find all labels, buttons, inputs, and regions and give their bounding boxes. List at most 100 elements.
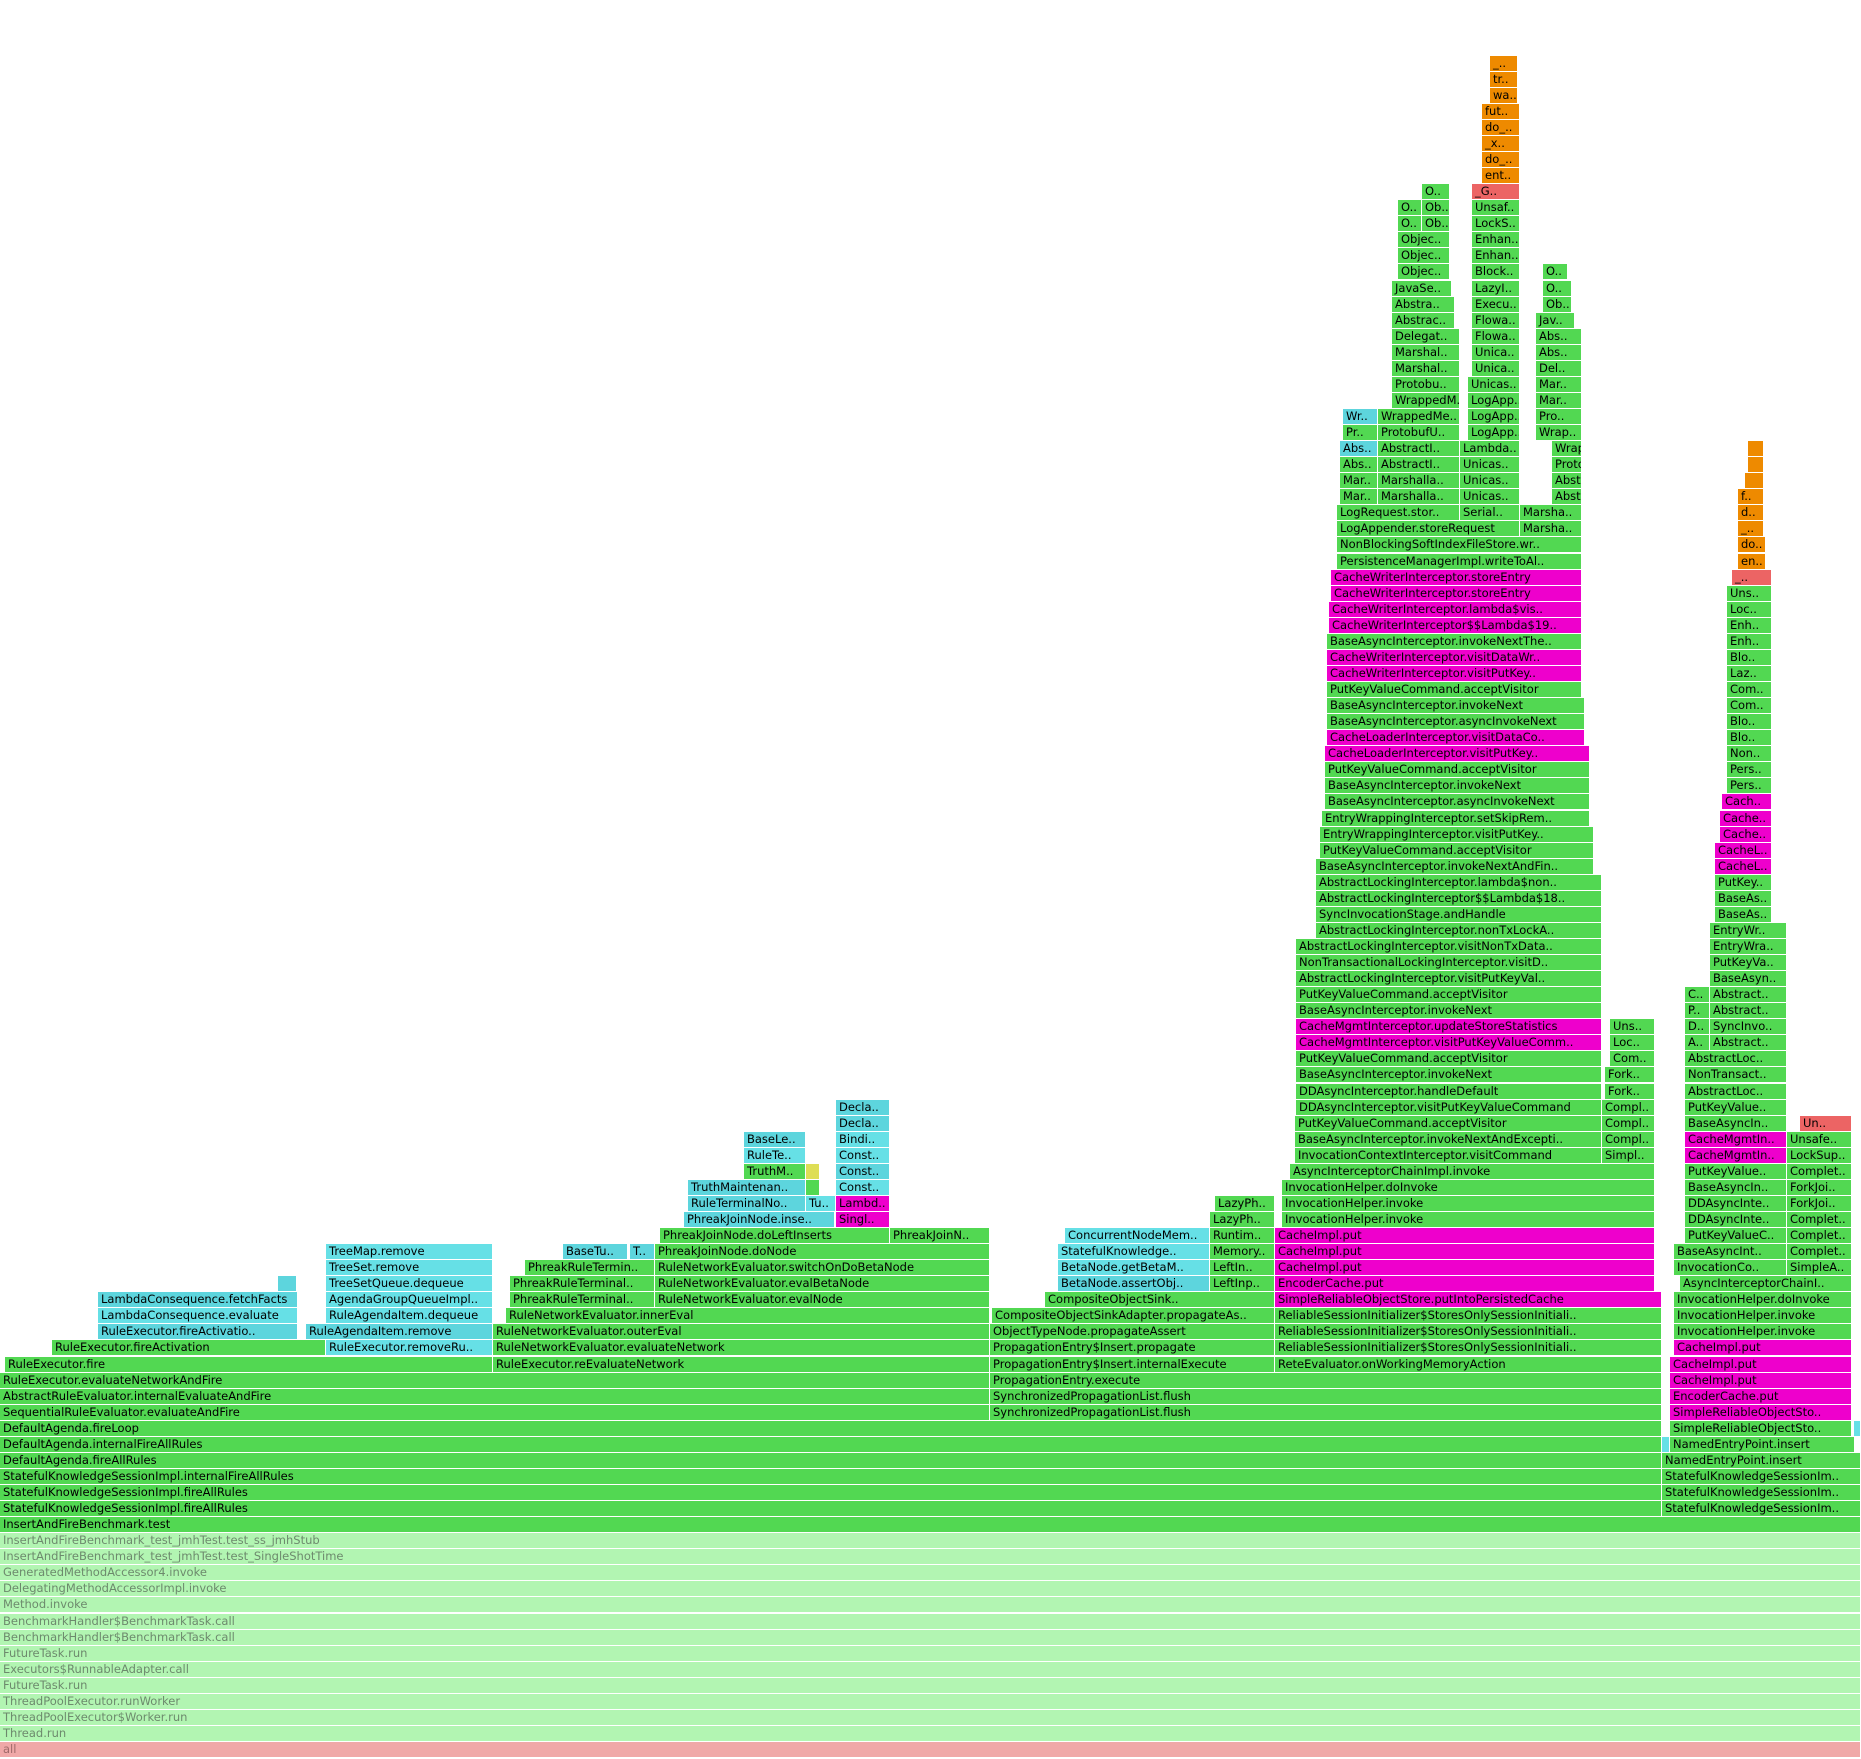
flame-frame[interactable]: RuleExecutor.fireActivatio.. (98, 1324, 298, 1340)
flame-frame[interactable]: PutKeyValueCommand.acceptVisitor (1295, 1115, 1602, 1131)
flame-frame[interactable]: Mar.. (1536, 392, 1582, 408)
flame-frame[interactable] (1854, 1420, 1861, 1436)
flame-frame[interactable]: Uns.. (1727, 585, 1772, 601)
flame-frame[interactable]: LambdaConsequence.fetchFacts (98, 1292, 298, 1308)
flame-frame[interactable]: PhreakJoinNode.inse.. (684, 1212, 835, 1227)
flame-frame[interactable]: TruthM.. (744, 1163, 806, 1179)
flame-frame[interactable]: GeneratedMethodAccessor4.invoke (0, 1565, 1861, 1581)
flame-frame[interactable]: ReliableSessionInitializer$StoresOnlySes… (1275, 1340, 1662, 1356)
flame-frame[interactable]: Enhan.. (1472, 248, 1520, 264)
flame-frame[interactable]: ForkJoi.. (1787, 1179, 1852, 1195)
flame-frame[interactable]: LazyI.. (1472, 280, 1520, 296)
flame-frame[interactable]: PutKeyValueCommand.acceptVisitor (1320, 842, 1594, 858)
flame-frame[interactable]: _G.. (1472, 184, 1520, 200)
flame-frame[interactable]: O.. (1543, 264, 1568, 280)
flame-frame[interactable] (1662, 1436, 1670, 1452)
flame-frame[interactable]: Const.. (836, 1147, 890, 1163)
flame-frame[interactable]: StatefulKnowledgeSessionIm.. (1662, 1501, 1861, 1516)
flame-frame[interactable] (806, 1179, 820, 1195)
flame-frame[interactable]: NonTransactionalLockingInterceptor.visit… (1296, 955, 1602, 970)
flame-frame[interactable]: InvocationHelper.doInvoke (1282, 1179, 1655, 1195)
flame-frame[interactable]: PutKeyValueCommand.acceptVisitor (1327, 682, 1582, 697)
flame-frame[interactable]: d.. (1738, 505, 1764, 521)
flame-frame[interactable]: CacheLoaderInterceptor.visitDataCo.. (1327, 730, 1585, 746)
flame-frame[interactable]: PutKeyValue.. (1685, 1163, 1787, 1179)
flame-frame[interactable]: Fork.. (1605, 1083, 1655, 1099)
flame-frame[interactable]: StatefulKnowledgeSessionImpl.internalFir… (0, 1468, 1662, 1484)
flame-frame[interactable]: wa.. (1490, 87, 1518, 103)
flame-frame[interactable]: AbstractLockingInterceptor$$Lambda$18.. (1316, 890, 1602, 906)
flame-frame[interactable]: Loc.. (1610, 1035, 1655, 1051)
flame-frame[interactable]: LeftInp.. (1210, 1276, 1275, 1292)
flame-frame[interactable]: O.. (1543, 280, 1572, 296)
flame-frame[interactable]: Blo.. (1727, 730, 1772, 746)
flame-frame[interactable]: Enh.. (1727, 617, 1772, 633)
flame-frame[interactable]: PutKeyValueC.. (1685, 1228, 1787, 1243)
flame-frame[interactable]: InvocationHelper.invoke (1282, 1212, 1655, 1227)
flame-frame[interactable]: Decla.. (836, 1115, 890, 1131)
flame-frame[interactable]: LogRequest.stor.. (1337, 505, 1460, 521)
flame-frame[interactable]: ObjectTypeNode.propagateAssert (990, 1324, 1275, 1340)
flame-frame[interactable]: NonBlockingSoftIndexFileStore.wr.. (1337, 537, 1582, 553)
flame-frame[interactable]: Abs.. (1536, 328, 1582, 344)
flame-frame[interactable]: WrappedMe.. (1378, 409, 1460, 424)
flame-frame[interactable]: CacheWriterInterceptor$$Lambda$19.. (1329, 617, 1582, 633)
flame-frame[interactable]: CacheMgmtIn.. (1685, 1131, 1787, 1147)
flame-frame[interactable]: FutureTask.run (0, 1677, 1861, 1693)
flame-frame[interactable]: CacheImpl.put (1670, 1356, 1852, 1372)
flame-frame[interactable]: BaseAs.. (1715, 890, 1772, 906)
flame-frame[interactable]: Pers.. (1727, 778, 1772, 794)
flame-frame[interactable]: InvocationCo.. (1674, 1260, 1787, 1276)
flame-frame[interactable]: CacheWriterInterceptor.visitPutKey.. (1327, 665, 1582, 681)
flame-frame[interactable]: Ob.. (1422, 216, 1450, 232)
flame-frame[interactable]: Executors$RunnableAdapter.call (0, 1661, 1861, 1677)
flame-frame[interactable]: LockSup.. (1787, 1147, 1852, 1163)
flame-frame[interactable]: AbstractLoc.. (1685, 1083, 1787, 1099)
flame-frame[interactable]: PhreakRuleTerminal.. (510, 1292, 655, 1308)
flame-frame[interactable]: TruthMaintenan.. (688, 1179, 806, 1195)
flame-frame[interactable]: Jav.. (1536, 312, 1575, 328)
flame-frame[interactable]: en.. (1738, 553, 1766, 569)
flame-frame[interactable]: ForkJoi.. (1787, 1195, 1852, 1211)
flame-frame[interactable]: CacheWriterInterceptor.storeEntry (1331, 569, 1582, 585)
flame-frame[interactable]: LazyPh.. (1215, 1195, 1275, 1211)
flame-frame[interactable]: Objec.. (1398, 264, 1450, 280)
flame-frame[interactable]: A.. (1685, 1035, 1710, 1051)
flame-frame[interactable]: Enh.. (1727, 633, 1772, 649)
flame-frame[interactable]: EncoderCache.put (1275, 1276, 1655, 1292)
flame-frame[interactable]: BetaNode.getBetaM.. (1058, 1260, 1210, 1276)
flame-frame[interactable]: StatefulKnowledgeSessionImpl.fireAllRule… (0, 1485, 1662, 1500)
flame-frame[interactable]: Unicas.. (1468, 376, 1520, 392)
flame-frame[interactable]: Compl.. (1602, 1115, 1655, 1131)
flame-frame[interactable]: DelegatingMethodAccessorImpl.invoke (0, 1581, 1861, 1597)
flame-frame[interactable]: RuleAgendaItem.dequeue (326, 1308, 493, 1324)
flame-frame[interactable]: DefaultAgenda.fireLoop (0, 1420, 1662, 1436)
flame-frame[interactable]: all (0, 1741, 1861, 1757)
flame-frame[interactable]: CacheMgmtInterceptor.visitPutKeyValueCom… (1296, 1035, 1602, 1051)
flame-frame[interactable]: NamedEntryPoint.insert (1670, 1436, 1855, 1452)
flame-frame[interactable]: _.. (1490, 55, 1518, 71)
flame-frame[interactable]: AbstractLockingInterceptor.visitNonTxDat… (1296, 938, 1602, 954)
flame-frame[interactable]: NamedEntryPoint.insert (1662, 1452, 1861, 1468)
flame-frame[interactable]: EntryWrappingInterceptor.setSkipRem.. (1322, 810, 1590, 826)
flame-frame[interactable]: ent.. (1482, 168, 1520, 184)
flame-frame[interactable]: Singl.. (836, 1212, 890, 1227)
flame-frame[interactable]: O.. (1398, 200, 1422, 216)
flame-frame[interactable]: Unsafe.. (1787, 1131, 1852, 1147)
flame-frame[interactable]: Marsha.. (1520, 521, 1582, 537)
flame-frame[interactable]: Un.. (1800, 1115, 1852, 1131)
flame-frame[interactable]: StatefulKnowledgeSessionIm.. (1662, 1468, 1861, 1484)
flame-frame[interactable]: BaseAsyncInterceptor.invokeNext (1296, 1067, 1602, 1083)
flame-frame[interactable]: Objec.. (1398, 248, 1450, 264)
flame-frame[interactable]: Delegat.. (1392, 328, 1460, 344)
flame-frame[interactable]: Thread.run (0, 1725, 1861, 1741)
flame-frame[interactable]: EntryWrappingInterceptor.visitPutKey.. (1320, 826, 1594, 842)
flame-frame[interactable]: Compl.. (1602, 1099, 1655, 1115)
flame-frame[interactable]: AbstractLoc.. (1685, 1051, 1787, 1067)
flame-frame[interactable]: Wrap.. (1536, 425, 1582, 440)
flame-frame[interactable]: BaseAsyncInterceptor.invokeNextAndFin.. (1316, 858, 1594, 874)
flame-frame[interactable] (1748, 457, 1764, 473)
flame-frame[interactable]: DDAsyncInte.. (1685, 1195, 1787, 1211)
flame-frame[interactable]: RuleNetworkEvaluator.evalNode (655, 1292, 990, 1308)
flame-frame[interactable]: Serial.. (1460, 505, 1520, 521)
